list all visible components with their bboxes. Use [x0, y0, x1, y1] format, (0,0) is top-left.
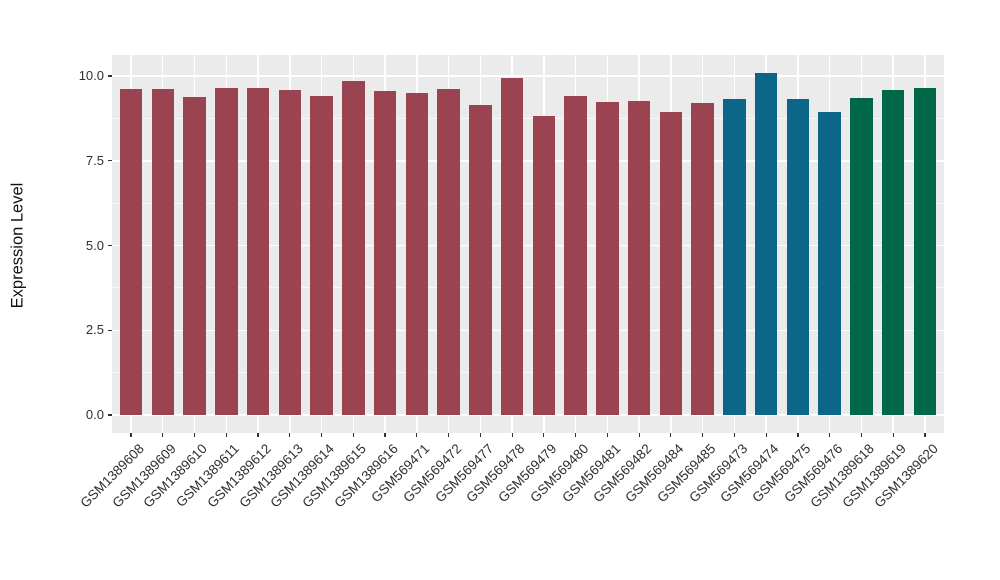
bar [500, 77, 524, 416]
bar [754, 72, 778, 416]
x-tick-mark [924, 433, 926, 437]
bar [659, 112, 683, 416]
x-tick-mark [289, 433, 291, 437]
y-tick-label: 2.5 [85, 322, 104, 338]
x-tick-mark [352, 433, 354, 437]
x-tick-mark [733, 433, 735, 437]
bar [881, 89, 905, 416]
x-tick-mark [543, 433, 545, 437]
plot-panel [112, 55, 944, 433]
x-tick-mark [511, 433, 513, 437]
minor-gridline [112, 372, 944, 374]
x-tick-mark [606, 433, 608, 437]
x-tick-mark [860, 433, 863, 437]
bar [786, 98, 810, 416]
bar [278, 89, 302, 416]
x-tick-mark [575, 433, 577, 437]
major-gridline [112, 414, 944, 416]
y-tick-label: 10.0 [78, 68, 104, 84]
minor-gridline [112, 117, 944, 119]
y-tick-mark [108, 244, 112, 247]
bar [818, 112, 841, 416]
bar [627, 100, 651, 416]
x-tick-mark [416, 433, 418, 437]
bar [310, 96, 333, 416]
minor-gridline [112, 287, 944, 289]
bar [564, 95, 587, 416]
bar [691, 103, 714, 416]
y-tick-mark [108, 160, 112, 162]
x-tick-mark [638, 433, 640, 437]
x-tick-mark [130, 433, 132, 437]
x-tick-mark [193, 433, 196, 437]
bar [151, 88, 175, 416]
major-gridline [112, 329, 944, 332]
y-tick-mark [108, 414, 112, 416]
bar [373, 90, 397, 416]
x-tick-mark [892, 433, 894, 437]
bar [596, 101, 619, 416]
y-tick-mark [108, 75, 112, 77]
bar [437, 88, 460, 416]
x-tick-mark [797, 433, 799, 437]
bar [246, 87, 270, 416]
x-tick-mark [225, 433, 227, 437]
y-tick-label: 5.0 [85, 237, 104, 253]
bar [913, 88, 937, 416]
x-tick-mark [384, 433, 386, 437]
major-gridline [112, 75, 944, 77]
y-tick-label: 7.5 [85, 152, 104, 168]
bar [723, 98, 746, 416]
x-tick-mark [448, 433, 450, 437]
bar [850, 97, 873, 416]
x-tick-mark [829, 433, 831, 437]
bar [183, 97, 206, 416]
x-tick-mark [162, 433, 164, 437]
y-tick-mark [108, 329, 112, 331]
bar [405, 93, 429, 416]
y-tick-label: 0.0 [85, 407, 104, 423]
x-tick-mark [670, 433, 672, 437]
x-tick-mark [765, 433, 767, 437]
bar [469, 104, 492, 416]
bar [342, 80, 365, 416]
x-tick-mark [257, 433, 259, 437]
x-tick-mark [320, 433, 323, 437]
bar [215, 87, 238, 416]
x-tick-mark [702, 433, 704, 437]
bar [532, 116, 556, 416]
major-gridline [112, 160, 944, 162]
x-tick-mark [479, 433, 481, 437]
bar [119, 88, 143, 416]
major-gridline [112, 244, 944, 247]
minor-gridline [112, 202, 944, 204]
